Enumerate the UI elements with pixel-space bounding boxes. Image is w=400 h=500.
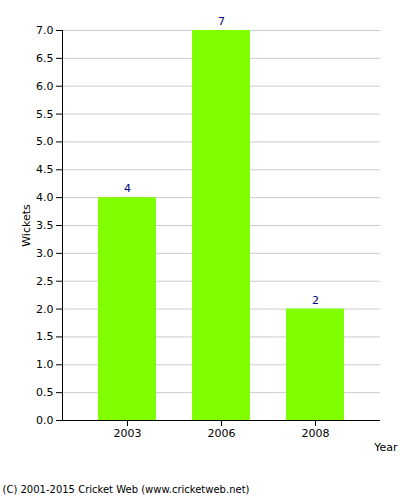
svg-text:7.0: 7.0 [36,24,54,37]
svg-text:2.5: 2.5 [36,275,54,288]
svg-text:3.0: 3.0 [36,247,54,260]
svg-text:Wickets: Wickets [20,204,33,247]
svg-text:6.0: 6.0 [36,80,54,93]
svg-text:0.5: 0.5 [36,386,54,399]
svg-text:2.0: 2.0 [36,303,54,316]
svg-text:Year: Year [373,441,398,454]
svg-text:5.0: 5.0 [36,135,54,148]
svg-text:2: 2 [312,294,319,307]
svg-text:1.5: 1.5 [36,330,54,343]
svg-text:6.5: 6.5 [36,52,54,65]
svg-text:(C) 2001-2015 Cricket Web (www: (C) 2001-2015 Cricket Web (www.cricketwe… [3,484,250,495]
svg-text:4: 4 [124,182,131,195]
svg-text:4.0: 4.0 [36,191,54,204]
svg-text:2003: 2003 [114,427,142,440]
svg-text:2006: 2006 [208,427,236,440]
svg-text:2008: 2008 [302,427,330,440]
svg-text:4.5: 4.5 [36,163,54,176]
svg-text:1.0: 1.0 [36,358,54,371]
svg-text:3.5: 3.5 [36,219,54,232]
svg-text:0.0: 0.0 [36,414,54,427]
svg-text:7: 7 [218,15,225,28]
svg-text:5.5: 5.5 [36,108,54,121]
